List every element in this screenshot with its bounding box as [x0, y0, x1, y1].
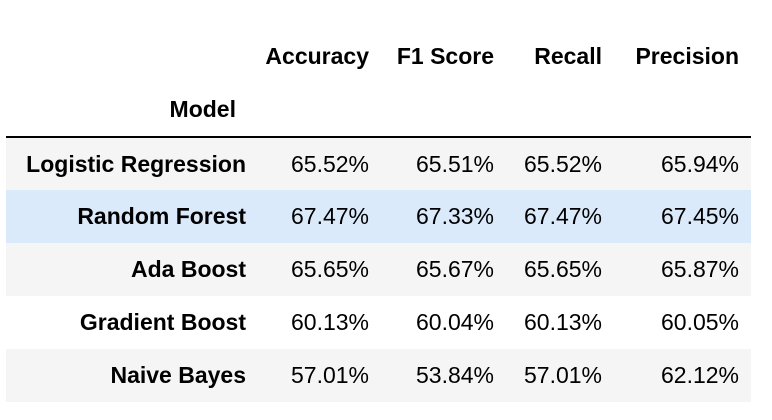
table-row: Naive Bayes 57.01% 53.84% 57.01% 62.12% [6, 349, 751, 402]
index-name-filler [614, 83, 751, 138]
table-body: Logistic Regression 65.52% 65.51% 65.52%… [6, 137, 751, 402]
cell-accuracy: 60.13% [290, 309, 369, 335]
index-name-label: Model [6, 83, 248, 138]
cell-accuracy: 57.01% [290, 362, 369, 388]
cell-f1-score: 53.84% [415, 362, 494, 388]
row-label: Gradient Boost [79, 309, 246, 335]
cell-accuracy: 65.52% [290, 150, 369, 177]
cell-precision: 65.94% [660, 150, 739, 177]
row-label: Naive Bayes [110, 362, 246, 388]
table-row-highlighted: Random Forest 67.47% 67.33% 67.47% 67.45… [6, 190, 751, 243]
column-header-accuracy: Accuracy [265, 43, 369, 69]
cell-precision: 62.12% [660, 362, 739, 388]
row-label: Ada Boost [131, 256, 246, 282]
cell-f1-score: 67.33% [415, 203, 494, 229]
cell-f1-score: 60.04% [415, 309, 494, 335]
table-header: Accuracy F1 Score Recall Precision Model [6, 30, 751, 138]
cell-precision: 65.87% [660, 256, 739, 282]
column-header-precision: Precision [635, 43, 739, 69]
column-header-row: Accuracy F1 Score Recall Precision [6, 30, 751, 83]
index-name-filler [248, 83, 381, 138]
cell-recall: 67.47% [523, 203, 602, 229]
column-header-recall: Recall [534, 43, 602, 69]
index-name-filler [381, 83, 506, 138]
cell-f1-score: 65.67% [415, 256, 494, 282]
cell-precision: 67.45% [660, 203, 739, 229]
cell-recall: 57.01% [523, 362, 602, 388]
row-label: Logistic Regression [26, 150, 246, 177]
table-row: Ada Boost 65.65% 65.67% 65.65% 65.87% [6, 243, 751, 296]
dataframe-output: Accuracy F1 Score Recall Precision Model… [6, 30, 751, 402]
table-row: Logistic Regression 65.52% 65.51% 65.52%… [6, 137, 751, 190]
cell-f1-score: 65.51% [415, 150, 494, 177]
cell-accuracy: 65.65% [290, 256, 369, 282]
cell-precision: 60.05% [660, 309, 739, 335]
cell-recall: 60.13% [523, 309, 602, 335]
cell-recall: 65.52% [523, 150, 602, 177]
row-label: Random Forest [77, 203, 246, 229]
table-row: Gradient Boost 60.13% 60.04% 60.13% 60.0… [6, 296, 751, 349]
index-name-filler [506, 83, 614, 138]
index-name-row: Model [6, 83, 751, 138]
header-corner [6, 30, 248, 83]
metrics-table: Accuracy F1 Score Recall Precision Model… [6, 30, 751, 402]
column-header-f1-score: F1 Score [396, 43, 494, 69]
cell-accuracy: 67.47% [290, 203, 369, 229]
cell-recall: 65.65% [523, 256, 602, 282]
